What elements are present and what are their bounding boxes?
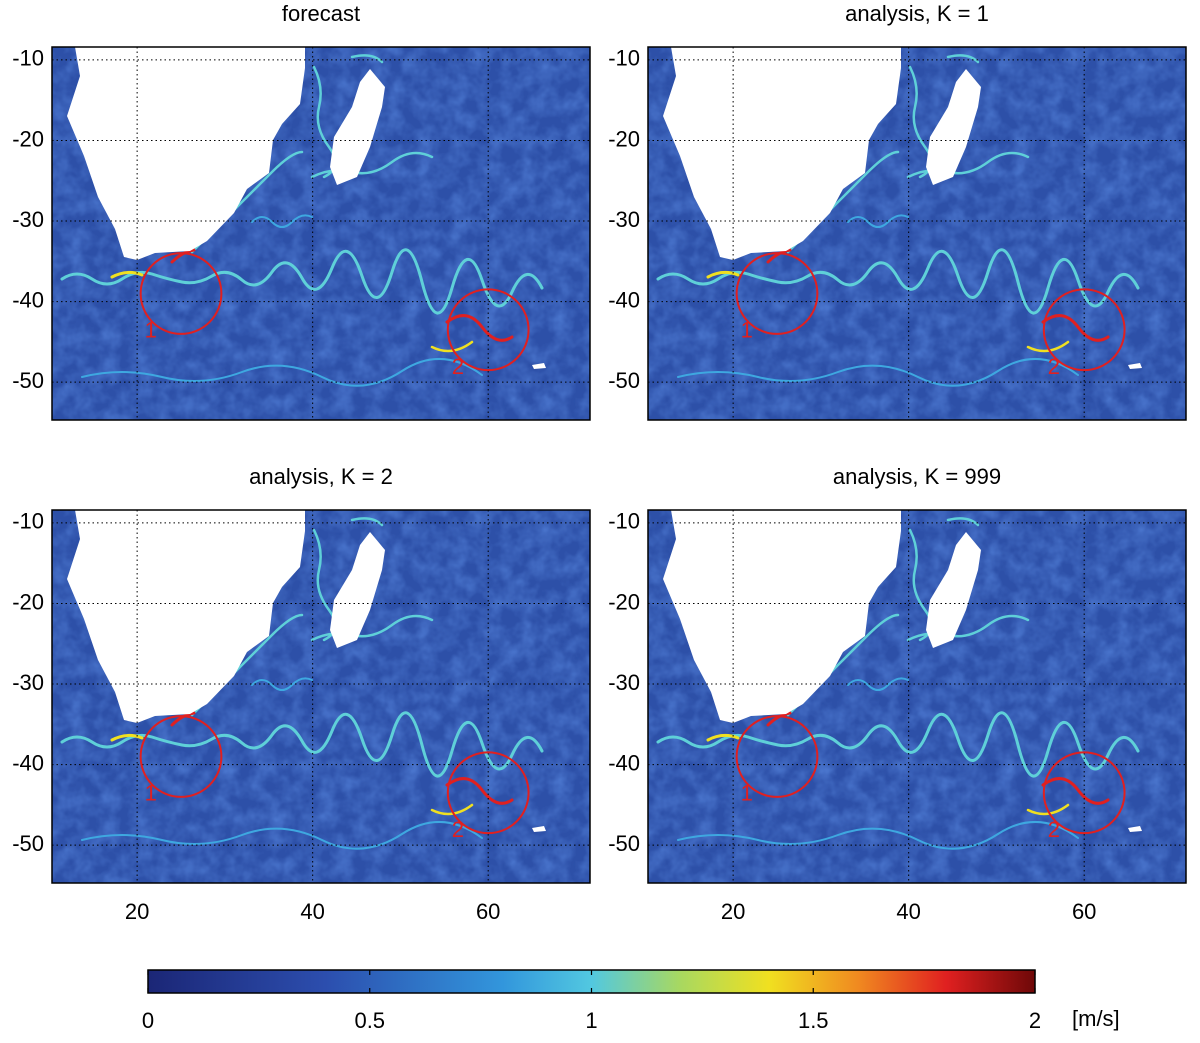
x-tick-label: 60 bbox=[1072, 899, 1096, 924]
highlight-circle bbox=[1042, 751, 1126, 835]
y-tick-label: -50 bbox=[12, 831, 44, 856]
circle-label: 2 bbox=[452, 817, 464, 842]
map-panel: analysis, K = 999 20 40 60 -10 -20 -30 -40 -50 1 2 bbox=[608, 464, 1187, 924]
circle-label: 2 bbox=[1048, 354, 1060, 379]
map-panel: analysis, K = 2 20 40 60 -10 -20 -30 -40 -50 1 2 bbox=[12, 464, 591, 924]
circle-label: 1 bbox=[741, 781, 753, 806]
panel-title: forecast bbox=[282, 1, 360, 26]
x-tick-label: 20 bbox=[125, 899, 149, 924]
circle-label: 1 bbox=[145, 318, 157, 343]
colorbar-unit: [m/s] bbox=[1072, 1006, 1120, 1031]
panel-frame bbox=[51, 46, 591, 421]
panel-title: analysis, K = 1 bbox=[845, 1, 989, 26]
y-tick-label: -20 bbox=[12, 589, 44, 614]
colorbar-tick-label: 2 bbox=[1029, 1008, 1041, 1033]
y-tick-label: -20 bbox=[12, 126, 44, 151]
panel-title: analysis, K = 999 bbox=[833, 464, 1001, 489]
panel-title: analysis, K = 2 bbox=[249, 464, 393, 489]
circle-label: 2 bbox=[1048, 817, 1060, 842]
y-tick-label: -30 bbox=[12, 670, 44, 695]
x-tick-label: 60 bbox=[476, 899, 500, 924]
x-tick-label: 40 bbox=[300, 899, 324, 924]
y-tick-label: -40 bbox=[608, 750, 640, 775]
highlight-circle bbox=[446, 751, 530, 835]
y-tick-label: -20 bbox=[608, 126, 640, 151]
y-tick-label: -40 bbox=[608, 287, 640, 312]
y-tick-label: -30 bbox=[608, 207, 640, 232]
y-tick-label: -40 bbox=[12, 750, 44, 775]
y-tick-label: -10 bbox=[12, 509, 44, 534]
highlight-circle bbox=[735, 252, 819, 335]
y-tick-label: -10 bbox=[12, 46, 44, 71]
panel-frame bbox=[647, 46, 1187, 421]
colorbar-tick-label: 0 bbox=[142, 1008, 154, 1033]
circle-label: 1 bbox=[741, 318, 753, 343]
highlight-circle bbox=[139, 252, 223, 335]
y-tick-label: -50 bbox=[12, 368, 44, 393]
y-tick-label: -30 bbox=[12, 207, 44, 232]
highlight-circle bbox=[735, 715, 819, 798]
colorbar-tick-label: 0.5 bbox=[354, 1008, 385, 1033]
y-tick-label: -50 bbox=[608, 831, 640, 856]
y-tick-label: -20 bbox=[608, 589, 640, 614]
panel-frame bbox=[647, 509, 1187, 884]
highlight-circle bbox=[446, 288, 530, 372]
y-tick-label: -40 bbox=[12, 287, 44, 312]
x-tick-label: 40 bbox=[896, 899, 920, 924]
y-tick-label: -10 bbox=[608, 509, 640, 534]
circle-label: 1 bbox=[145, 781, 157, 806]
colorbar-tick-label: 1 bbox=[585, 1008, 597, 1033]
panel-frame bbox=[51, 509, 591, 884]
highlight-circle bbox=[1042, 288, 1126, 372]
highlight-circle bbox=[139, 715, 223, 798]
y-tick-label: -30 bbox=[608, 670, 640, 695]
y-tick-label: -50 bbox=[608, 368, 640, 393]
map-panel: analysis, K = 1 -10 -20 -30 -40 -50 1 2 bbox=[608, 1, 1187, 421]
circle-label: 2 bbox=[452, 354, 464, 379]
map-panel: forecast -10 -20 -30 -40 -50 1 2 bbox=[12, 1, 591, 421]
y-tick-label: -10 bbox=[608, 46, 640, 71]
x-tick-label: 20 bbox=[721, 899, 745, 924]
colorbar-tick-label: 1.5 bbox=[798, 1008, 829, 1033]
